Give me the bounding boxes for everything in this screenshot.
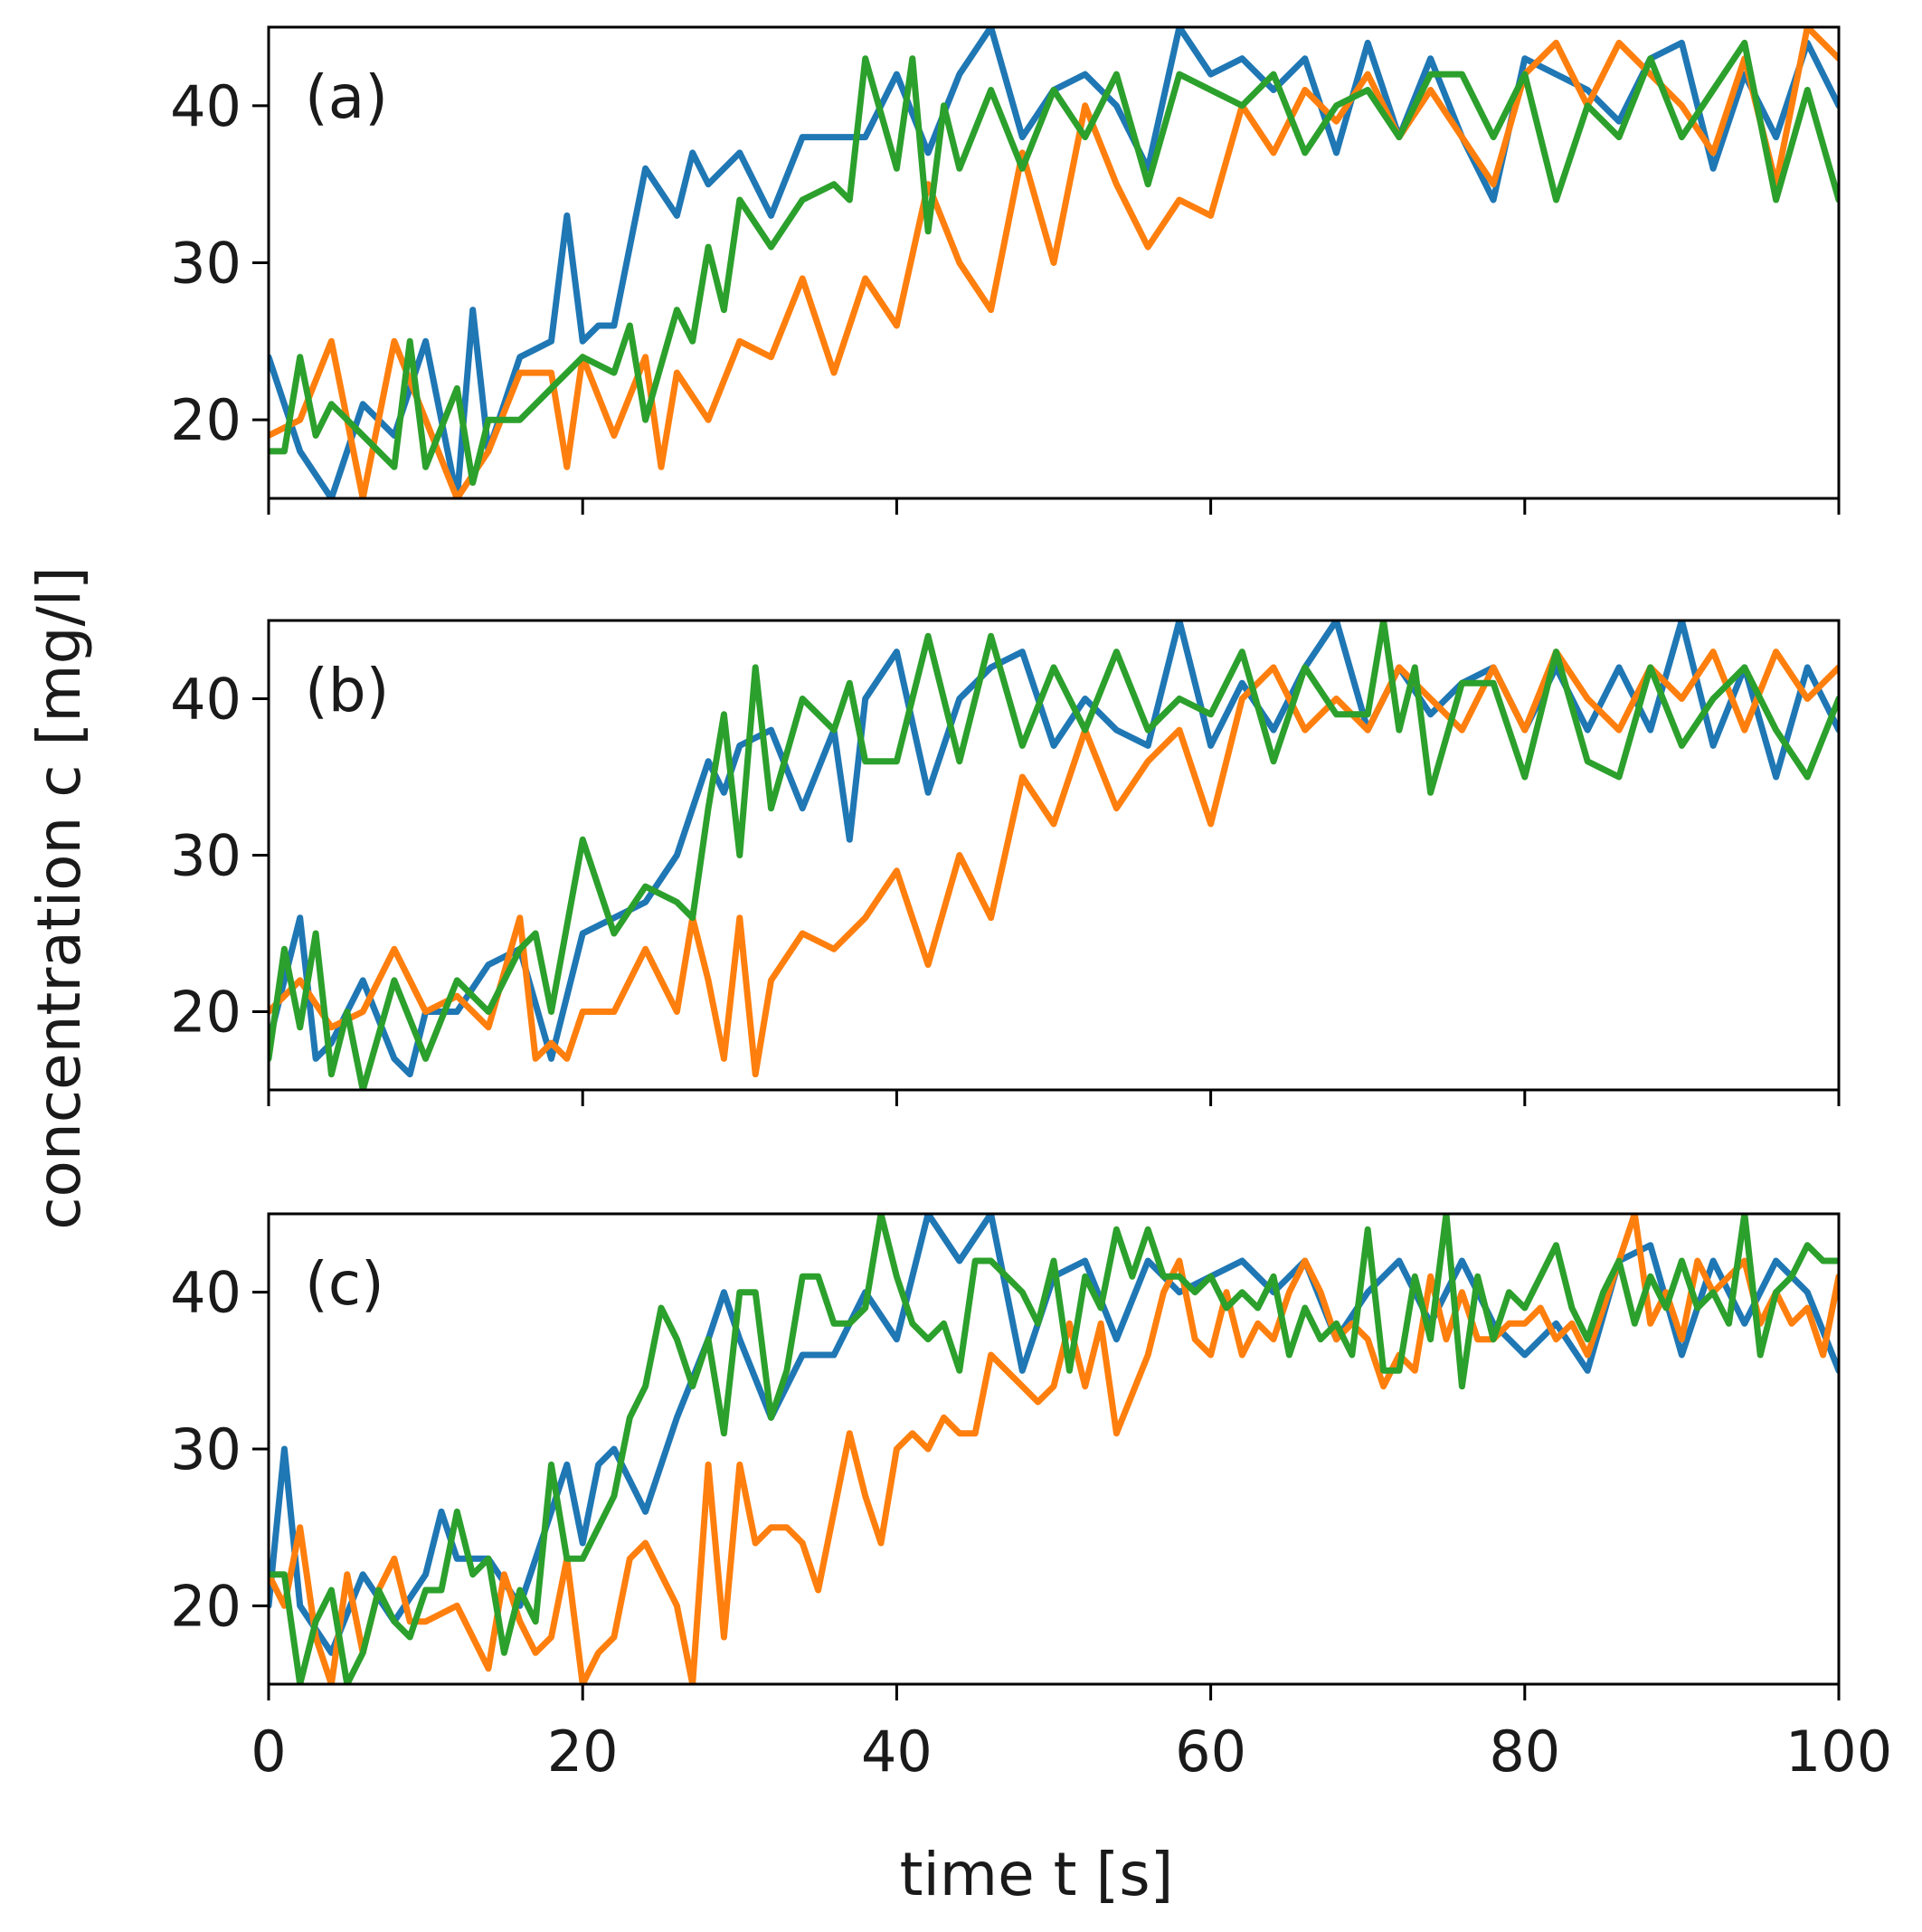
panel-2: 20 30 40 (b) [170,619,1841,1106]
x-tick-label: 80 [1489,1719,1560,1785]
panel-label: (c) [305,1249,384,1319]
y-tick-label: 20 [170,980,241,1046]
y-tick-label: 30 [170,231,241,297]
y-tick-label: 40 [170,73,241,139]
series-line-green [269,620,1839,1090]
y-tick-label: 20 [170,387,241,453]
series-line-green [269,1214,1839,1684]
series-group [269,620,1839,1090]
panels-group: 20 30 40 (a) 20 30 40 (b) 20 30 40 0 20 40 60 80 100 (c) [170,25,1892,1785]
x-axis-label: time t [s] [900,1840,1174,1909]
y-tick-label: 20 [170,1573,241,1639]
y-tick-label: 30 [170,1416,241,1482]
series-line-orange [269,1214,1839,1684]
x-tick-label: 20 [547,1719,619,1785]
panel-label: (a) [305,62,388,132]
y-tick-label: 30 [170,823,241,889]
x-tick-label: 0 [251,1719,286,1785]
y-axis-label: concentration c [mg/l] [24,566,94,1230]
y-tick-label: 40 [170,667,241,733]
x-tick-label: 40 [861,1719,933,1785]
x-tick-label: 60 [1175,1719,1246,1785]
series-line-green [269,39,1839,487]
series-line-orange [269,27,1839,498]
series-group [269,1214,1839,1684]
x-tick-label: 100 [1785,1719,1892,1785]
plot-frame [267,619,1841,1092]
series-line-blue [269,27,1839,498]
y-tick-label: 40 [170,1260,241,1326]
series-line-orange [269,649,1839,1078]
panel-label: (b) [305,656,389,725]
series-line-blue [269,620,1839,1078]
series-group [269,27,1839,498]
panel-3: 20 30 40 0 20 40 60 80 100 (c) [170,1212,1892,1785]
panel-1: 20 30 40 (a) [170,25,1841,515]
